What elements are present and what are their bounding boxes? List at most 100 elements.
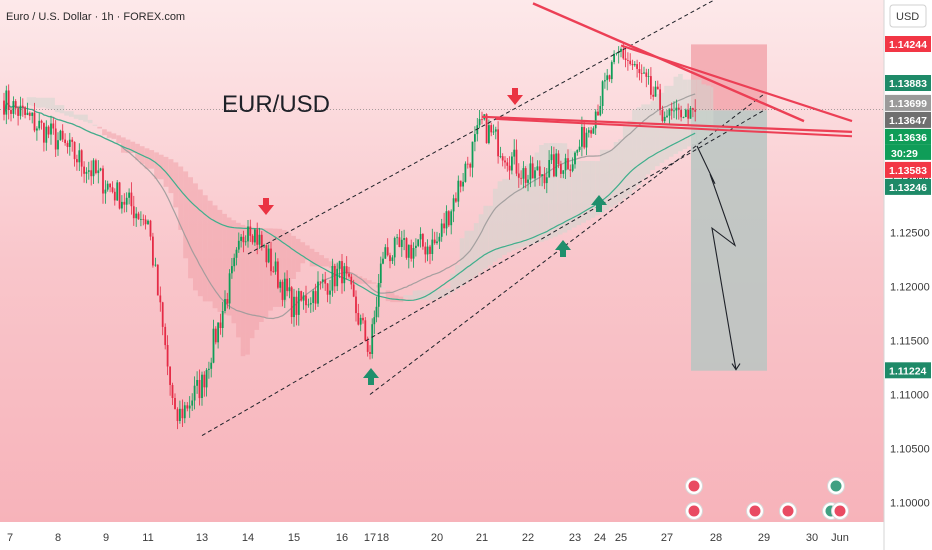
ichimoku-cloud-segment [207, 200, 213, 302]
resistance-line-descending[interactable] [532, 2, 805, 123]
price-tick-label: 1.11500 [890, 336, 929, 348]
candle-body [415, 245, 417, 248]
candle-body [366, 340, 369, 352]
candle-body [659, 89, 661, 110]
ichimoku-cloud-segment [469, 230, 474, 280]
ichimoku-cloud-segment [668, 85, 674, 157]
candle-body [5, 90, 8, 115]
ichimoku-cloud-segment [604, 149, 610, 211]
candle-body [375, 306, 378, 318]
ichimoku-cloud-segment [282, 230, 287, 302]
price-label-box [885, 178, 931, 195]
candle-body [629, 60, 632, 64]
time-tick-label: 7 [7, 532, 13, 544]
candle-body [668, 108, 671, 116]
ichimoku-cloud-segment [408, 295, 413, 299]
candle-body [198, 380, 201, 399]
currency-button[interactable] [889, 4, 927, 28]
channel-support-line[interactable] [369, 93, 765, 395]
ichimoku-cloud-segment [590, 161, 596, 218]
candle-body [647, 76, 650, 77]
ichimoku-cloud-segment [571, 150, 577, 228]
candle-body [305, 295, 307, 306]
candle-body [244, 241, 247, 243]
channel-upper-line[interactable] [247, 0, 716, 255]
ichimoku-cloud-segment [254, 227, 260, 330]
candle-body [71, 139, 74, 142]
ichimoku-cloud-segment [492, 188, 498, 262]
ichimoku-cloud-segment [259, 228, 264, 322]
candle-body [377, 283, 380, 307]
chart-title: Euro / U.S. Dollar · 1h · FOREX.com [6, 11, 185, 23]
time-tick-label: 28 [710, 532, 722, 544]
ichimoku-cloud-segment [371, 282, 377, 284]
candle-body [677, 107, 680, 110]
candle-body [352, 284, 355, 297]
price-label-text: 1.13883 [889, 78, 927, 90]
candle-body [288, 287, 291, 291]
candle-body [590, 130, 592, 134]
ichimoku-cloud-segment [83, 114, 88, 122]
ichimoku-cloud-segment [525, 164, 530, 246]
ichimoku-cloud-segment [202, 195, 208, 302]
candle-body [76, 159, 78, 163]
ichimoku-cloud-segment [135, 143, 140, 161]
candle-body [524, 168, 527, 183]
candle-body [403, 238, 405, 240]
ichimoku-cloud-segment [627, 120, 633, 195]
candle-body [272, 271, 275, 272]
ichimoku-cloud-segment [655, 94, 660, 167]
candle-body [221, 311, 224, 328]
ichimoku-cloud-segment [581, 161, 586, 223]
candle-body [219, 322, 222, 328]
ichimoku-cloud-segment [193, 183, 198, 291]
candle-body [210, 362, 213, 369]
countdown-timer: 30:29 [891, 148, 918, 160]
candle-body [309, 303, 312, 305]
ichimoku-cloud-segment [54, 105, 60, 113]
candle-body [99, 168, 102, 171]
ichimoku-cloud-segment [178, 166, 184, 230]
candle-body [410, 244, 413, 259]
candle-body [3, 100, 5, 115]
ichimoku-cloud-segment [338, 266, 344, 271]
candle-body [171, 385, 174, 398]
resistance-line-1[interactable] [620, 44, 853, 123]
time-tick-label: 27 [661, 532, 673, 544]
candle-body [599, 106, 602, 116]
candle-body [106, 183, 109, 190]
ichimoku-cloud-segment [609, 149, 614, 208]
flash-event-icon-dot [688, 480, 700, 492]
projection-path[interactable] [696, 145, 737, 370]
ichimoku-cloud-segment [613, 142, 619, 205]
ichimoku-cloud-segment [567, 148, 572, 231]
resistance-line-2[interactable] [481, 115, 853, 133]
candle-body [574, 152, 576, 165]
buy-arrow-icon [363, 368, 379, 385]
resistance-line-horizontal[interactable] [495, 118, 853, 138]
channel-lower-line[interactable] [201, 109, 765, 437]
candle-body [431, 239, 434, 254]
candle-body [31, 112, 34, 116]
symbol-watermark: EUR/USD [222, 91, 330, 118]
candle-body [675, 107, 678, 111]
candle-body [490, 125, 493, 133]
ichimoku-cloud-segment [106, 131, 112, 138]
time-tick-label: 8 [55, 532, 61, 544]
candle-body [50, 123, 52, 135]
ichimoku-cloud-segment [197, 189, 203, 297]
candle-body [661, 110, 664, 122]
candle-body [633, 64, 636, 66]
candle-body [116, 182, 119, 201]
candle-body [205, 369, 208, 388]
candle-body [553, 154, 555, 177]
candle-body [474, 134, 476, 142]
candle-body [501, 156, 504, 161]
candle-body [152, 236, 154, 266]
candle-body [61, 130, 64, 140]
price-label-text: 1.13636 [889, 132, 927, 144]
candle-body [341, 261, 343, 284]
ichimoku-cloud-segment [710, 87, 714, 135]
